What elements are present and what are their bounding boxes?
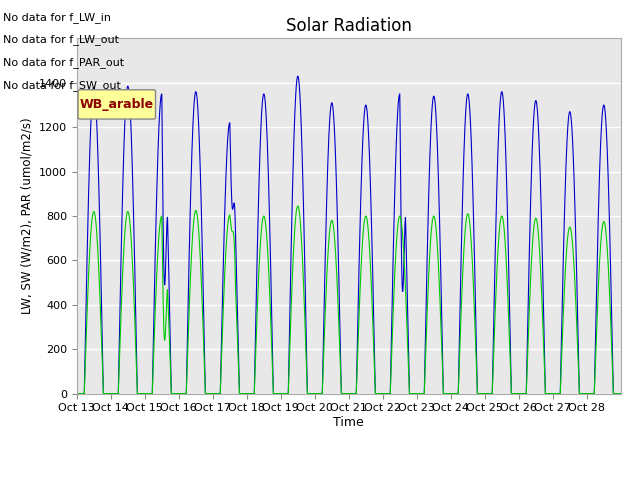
Title: Solar Radiation: Solar Radiation <box>286 17 412 36</box>
Text: No data for f_PAR_out: No data for f_PAR_out <box>3 57 124 68</box>
Legend: PAR_in, SW_in: PAR_in, SW_in <box>260 479 437 480</box>
X-axis label: Time: Time <box>333 416 364 429</box>
Text: No data for f_LW_in: No data for f_LW_in <box>3 12 111 23</box>
Text: WB_arable: WB_arable <box>80 98 154 111</box>
Y-axis label: LW, SW (W/m2), PAR (umol/m2/s): LW, SW (W/m2), PAR (umol/m2/s) <box>20 118 33 314</box>
Text: No data for f_SW_out: No data for f_SW_out <box>3 80 121 91</box>
Text: No data for f_LW_out: No data for f_LW_out <box>3 35 119 46</box>
